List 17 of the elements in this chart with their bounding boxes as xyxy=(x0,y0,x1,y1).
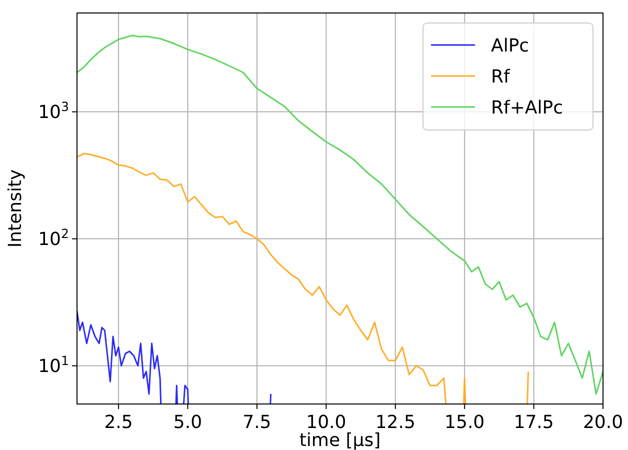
x-tick-label: 5.0 xyxy=(173,412,202,433)
legend-label: AlPc xyxy=(491,35,530,56)
x-tick-label: 20.0 xyxy=(582,412,624,433)
legend-label: Rf xyxy=(491,66,511,88)
y-tick-label: 10$^{3}$ xyxy=(38,98,69,124)
x-axis-title: time [μs] xyxy=(299,430,381,450)
line-series xyxy=(77,34,603,395)
x-tick-label: 2.5 xyxy=(104,412,133,433)
x-tick-label: 7.5 xyxy=(242,412,272,433)
y-tick-label: 10$^{1}$ xyxy=(38,352,69,378)
x-tick-label: 10.0 xyxy=(306,412,346,433)
x-tick-label: 12.5 xyxy=(375,412,416,433)
y-axis-title: Intensity xyxy=(5,168,26,248)
x-tick-label: 15.0 xyxy=(444,412,485,433)
x-tick-label: 17.5 xyxy=(514,412,554,433)
y-tick-label: 10$^{2}$ xyxy=(38,226,69,250)
legend-label: Rf+AlPc xyxy=(491,97,563,118)
